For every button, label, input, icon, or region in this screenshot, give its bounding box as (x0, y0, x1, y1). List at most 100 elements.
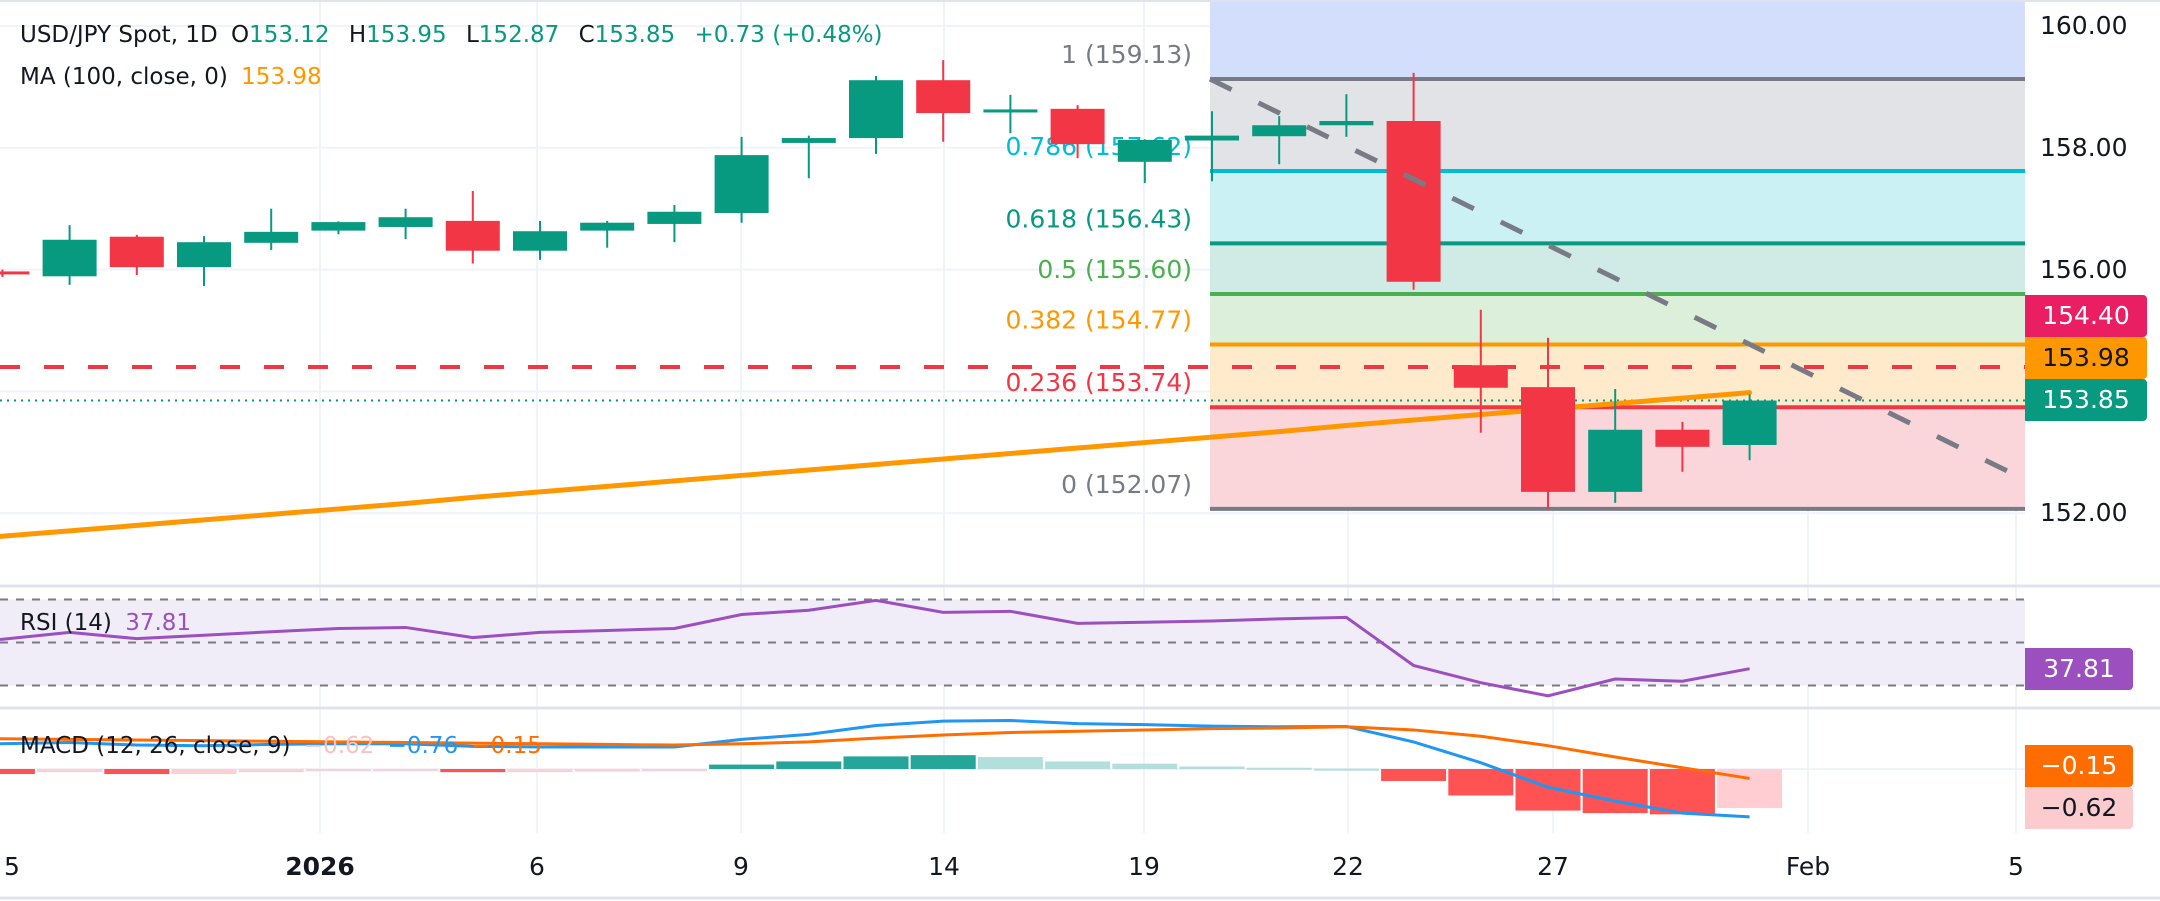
high-value: 153.95 (366, 22, 447, 48)
candle (714, 136, 769, 223)
trendline (1208, 76, 2027, 482)
ma-100-polyline (0, 390, 1753, 539)
macd-histogram-bar (305, 769, 371, 771)
macd-hist-value: −0.62 (303, 733, 375, 759)
candle (1386, 72, 1441, 290)
macd-label[interactable]: MACD (12, 26, close, 9) (20, 733, 291, 759)
date-tick: 9 (733, 852, 749, 881)
macd-histogram-bar (977, 757, 1043, 769)
rsi-badge: 37.81 (2025, 648, 2133, 690)
candle (1117, 139, 1172, 184)
macd-histogram-bar (507, 769, 573, 773)
rsi-pane (0, 598, 2025, 698)
candle (1521, 337, 1575, 509)
date-tick: 22 (1332, 852, 1364, 881)
candle (1185, 111, 1239, 182)
macd-histogram-bar (843, 756, 909, 769)
candle-body (647, 211, 702, 224)
candle (244, 208, 299, 251)
macd-signal-line (0, 725, 1750, 780)
candle (1655, 421, 1710, 472)
candle-body (849, 80, 903, 139)
rsi-legend: RSI (14) 37.81 (20, 610, 191, 636)
candle (109, 234, 164, 276)
candle (580, 220, 635, 248)
macd-histogram-bar (37, 769, 103, 773)
fib-level-label: 1 (159.13) (1061, 40, 1192, 69)
date-tick: 14 (928, 852, 960, 881)
date-tick: 6 (529, 852, 545, 881)
fibonacci-retracement: 1 (159.13)0.786 (157.62)0.618 (156.43)0.… (1006, 0, 2025, 511)
candle-body (1722, 400, 1777, 445)
rsi-value: 37.81 (125, 610, 192, 636)
rsi-line (0, 598, 1750, 698)
fib-level-label: 0.236 (153.74) (1006, 368, 1193, 397)
candle (311, 221, 366, 235)
candle-body (311, 222, 366, 231)
resistance-price-badge: 154.40 (2025, 295, 2147, 337)
symbol-legend: USD/JPY Spot, 1D O153.12 H153.95 L152.87… (20, 22, 889, 48)
date-tick: 5 (4, 852, 20, 881)
ma-legend: MA (100, close, 0) 153.98 (20, 64, 328, 90)
candle-body (983, 109, 1038, 113)
macd-legend: MACD (12, 26, close, 9) −0.62 −0.76 −0.1… (20, 733, 542, 759)
close-value: 153.85 (594, 22, 676, 48)
ma-100-line (0, 390, 1753, 539)
fib-zone (1210, 293, 2025, 345)
change-value: +0.73 (+0.48%) (694, 22, 883, 48)
macd-histogram-bar (373, 769, 439, 771)
open-value: 153.12 (249, 22, 330, 48)
macd-histogram-bar (1112, 763, 1178, 769)
candle-body (1252, 125, 1307, 137)
macd-histogram-bar (238, 769, 304, 773)
macd-histogram-bar (1246, 767, 1312, 770)
macd-histogram-bar (709, 764, 775, 769)
candle (0, 269, 30, 277)
macd-histogram-bar (641, 769, 707, 771)
macd-histogram-bar (171, 769, 237, 775)
candle-body (916, 80, 971, 114)
candle-body (1050, 108, 1105, 145)
candle (1588, 388, 1643, 503)
macd-histogram-bar (1179, 766, 1245, 769)
price-tick: 158.00 (2040, 133, 2128, 162)
candle-body (378, 217, 433, 227)
macd-line-value: −0.76 (387, 733, 459, 759)
candle (781, 135, 836, 179)
macd-histogram-bar (1045, 761, 1111, 769)
macd-histogram-bar (0, 769, 35, 775)
fib-zone (1210, 170, 2025, 244)
price-tick: 160.00 (2040, 11, 2128, 40)
last-price-badge: 153.85 (2025, 379, 2147, 421)
candle-body (42, 239, 97, 277)
candle (647, 205, 702, 243)
candle-body (1521, 387, 1575, 492)
macd-pane (0, 718, 2025, 819)
macd-line (0, 718, 1750, 819)
candle (177, 236, 231, 287)
candle-body (1185, 135, 1239, 141)
fib-zone (1210, 344, 2025, 408)
ma-price-badge: 153.98 (2025, 337, 2147, 379)
macd-histogram-bar (1515, 769, 1581, 811)
candle-body (714, 155, 769, 213)
rsi-label[interactable]: RSI (14) (20, 610, 112, 636)
macd-histogram-bar (1448, 769, 1514, 796)
date-tick: 5 (2008, 852, 2024, 881)
candle-body (177, 242, 231, 268)
candle (378, 208, 433, 240)
candle-body (1117, 139, 1172, 162)
candle (1722, 394, 1777, 461)
symbol-title[interactable]: USD/JPY Spot, 1D (20, 22, 218, 48)
fib-level-label: 0 (152.07) (1061, 470, 1192, 499)
price-tick: 156.00 (2040, 255, 2128, 284)
candle-body (1386, 121, 1441, 282)
ma-label[interactable]: MA (100, close, 0) (20, 64, 228, 90)
price-tick: 152.00 (2040, 498, 2128, 527)
macd-histogram-bar (104, 769, 170, 775)
date-tick: Feb (1785, 852, 1831, 881)
candle-body (1453, 365, 1508, 388)
macd-histogram-bar (1313, 768, 1379, 771)
